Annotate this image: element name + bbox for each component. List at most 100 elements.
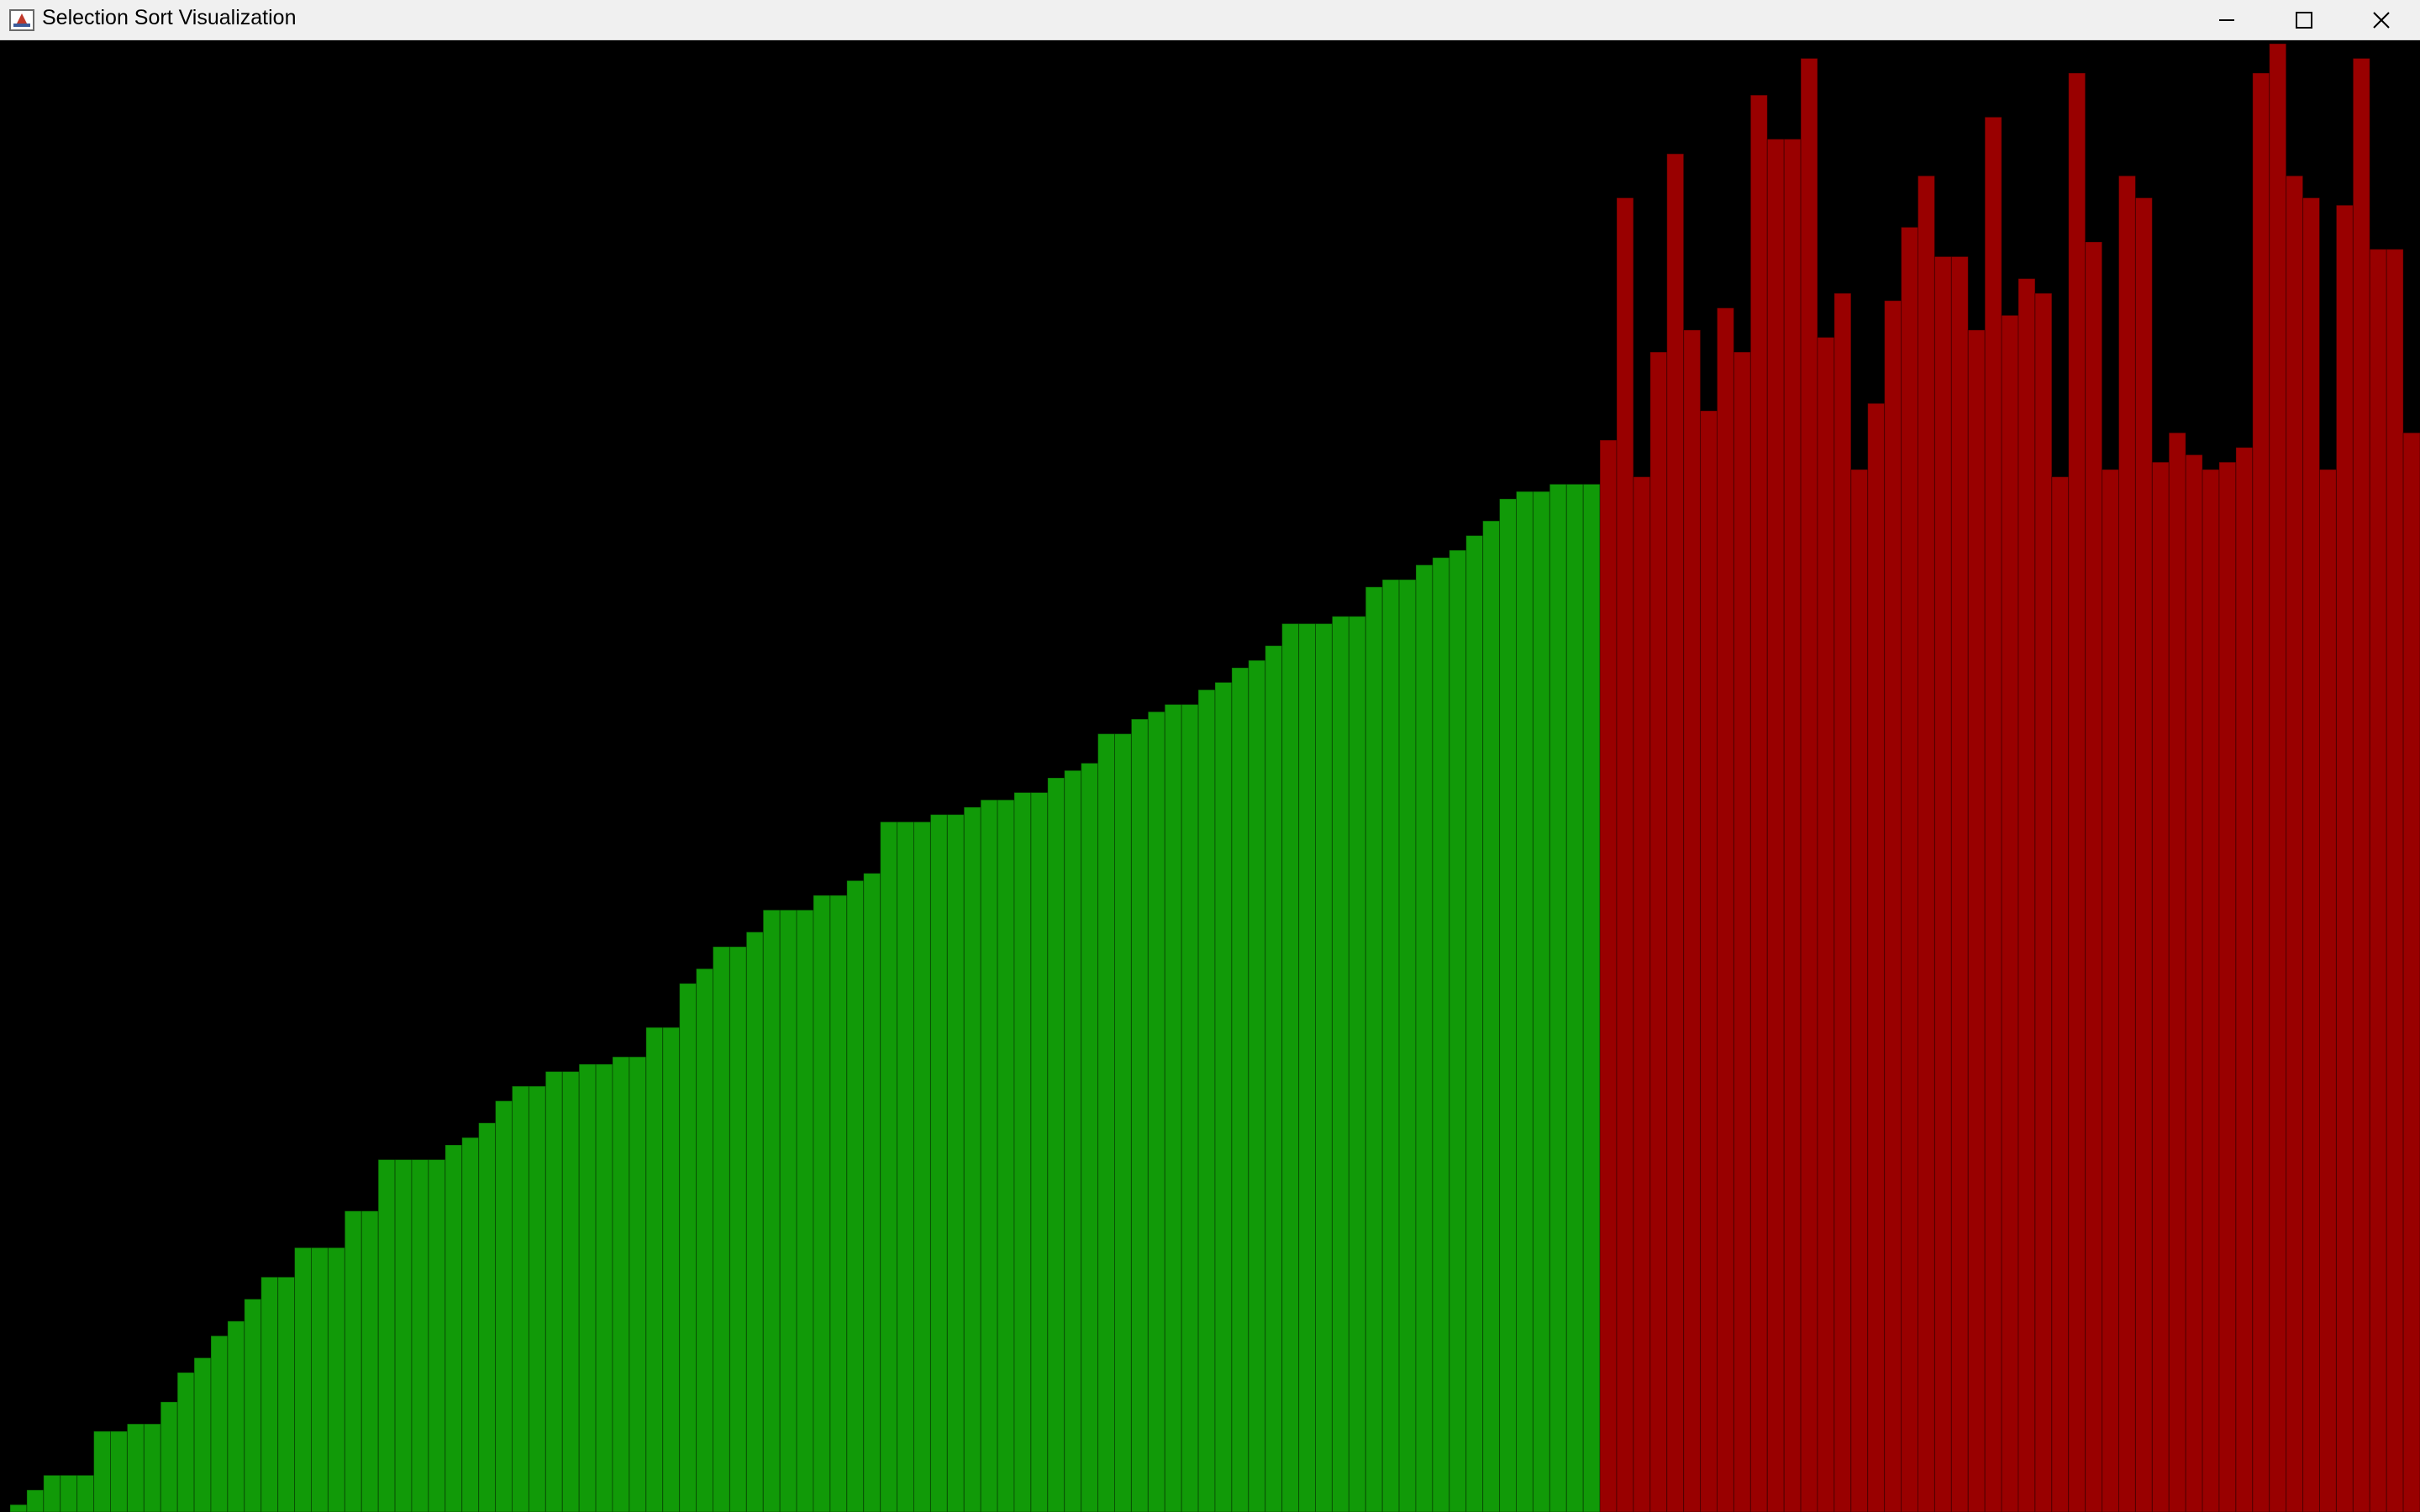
unsorted-bar: [1850, 469, 1869, 1512]
sorted-bar: [160, 1401, 178, 1512]
minimize-button[interactable]: [2188, 0, 2265, 40]
sorted-bar: [512, 1085, 529, 1512]
sorted-bar: [662, 1026, 681, 1512]
sorted-bar: [1214, 681, 1233, 1512]
sorted-bar: [1164, 704, 1182, 1512]
unsorted-bar: [2102, 469, 2120, 1512]
sorted-bar: [1013, 791, 1032, 1512]
unsorted-bar: [2269, 43, 2287, 1512]
sorted-bar: [445, 1144, 463, 1512]
unsorted-bar: [2051, 476, 2070, 1512]
minimize-icon: [2219, 19, 2234, 21]
sorted-bar: [1465, 535, 1484, 1512]
sorted-bar: [1064, 769, 1082, 1512]
maximize-button[interactable]: [2265, 0, 2343, 40]
sorted-bar: [277, 1276, 296, 1512]
sorted-bar: [963, 806, 981, 1512]
sorted-bar: [1147, 711, 1165, 1512]
sorted-bar: [897, 821, 914, 1512]
sorted-bar: [1482, 520, 1501, 1512]
sorted-bar: [578, 1063, 597, 1512]
unsorted-bar: [1918, 175, 1935, 1512]
sorted-bar: [1582, 483, 1601, 1512]
unsorted-bar: [1901, 227, 1919, 1512]
sorted-bar: [1130, 718, 1149, 1512]
visualization-canvas: [0, 40, 2420, 1512]
sorted-bar: [913, 821, 931, 1512]
sorted-bar: [1365, 586, 1383, 1512]
sorted-bar: [311, 1247, 329, 1512]
sorted-bar: [143, 1423, 161, 1512]
sorted-bar: [1565, 483, 1584, 1512]
sorted-bar: [696, 968, 714, 1512]
sorted-bar: [1415, 564, 1434, 1512]
sorted-bar: [1248, 659, 1266, 1512]
sorted-bar: [1348, 616, 1366, 1512]
title-bar[interactable]: Selection Sort Visualization: [0, 0, 2420, 40]
unsorted-bar: [2001, 314, 2019, 1512]
sorted-bar: [294, 1247, 312, 1512]
sorted-bar: [1432, 557, 1450, 1512]
sorted-bar: [946, 814, 965, 1512]
sorted-bar: [863, 873, 881, 1512]
unsorted-bar: [1817, 337, 1835, 1512]
sorted-bar: [1398, 579, 1417, 1512]
sorted-bar: [495, 1100, 513, 1512]
sorted-bar: [60, 1474, 78, 1512]
sorted-bar: [929, 814, 948, 1512]
window-title: Selection Sort Visualization: [42, 6, 297, 29]
sorted-bar: [1281, 622, 1300, 1512]
unsorted-bar: [2185, 454, 2203, 1512]
sorted-bar: [528, 1085, 546, 1512]
sorted-bar: [612, 1056, 630, 1512]
unsorted-bar: [2235, 447, 2254, 1512]
unsorted-bar: [1950, 255, 1969, 1512]
unsorted-bar: [1749, 94, 1768, 1512]
sorted-bar: [76, 1474, 95, 1512]
unsorted-bar: [2369, 249, 2387, 1512]
sorted-bar: [1097, 733, 1115, 1512]
unsorted-bar: [1867, 402, 1886, 1512]
close-icon: [2373, 12, 2390, 29]
sorted-bar: [244, 1299, 262, 1512]
java-app-icon: [8, 7, 35, 34]
sorted-bar: [110, 1431, 128, 1512]
unsorted-bar: [2335, 204, 2354, 1512]
sorted-bar: [1499, 498, 1517, 1512]
sorted-bar: [846, 879, 865, 1512]
unsorted-bar: [2034, 292, 2053, 1512]
sorted-bar: [9, 1504, 28, 1512]
sorted-bar: [729, 946, 747, 1512]
sorted-bar: [829, 895, 848, 1512]
unsorted-bar: [2302, 197, 2321, 1512]
close-button[interactable]: [2343, 0, 2420, 40]
sorted-bar: [193, 1357, 212, 1512]
unsorted-bar: [2218, 461, 2237, 1512]
sorted-bar: [1381, 579, 1400, 1512]
sorted-bar: [411, 1158, 429, 1512]
unsorted-bar: [1717, 307, 1734, 1512]
unsorted-bar: [1666, 153, 1685, 1512]
unsorted-bar: [2018, 278, 2036, 1512]
unsorted-bar: [1633, 476, 1651, 1512]
unsorted-bar: [2319, 469, 2337, 1512]
unsorted-bar: [1700, 410, 1718, 1512]
sorted-bar: [394, 1158, 413, 1512]
bar-chart: [9, 43, 2420, 1512]
unsorted-bar: [2286, 175, 2304, 1512]
sorted-bar: [428, 1158, 446, 1512]
sorted-bar: [595, 1063, 613, 1512]
unsorted-bar: [1984, 116, 2002, 1512]
sorted-bar: [1181, 704, 1199, 1512]
unsorted-bar: [1683, 329, 1702, 1512]
sorted-bar: [679, 983, 697, 1512]
sorted-bar: [997, 799, 1015, 1512]
sorted-bar: [1549, 483, 1567, 1512]
sorted-bar: [796, 909, 814, 1512]
sorted-bar: [377, 1158, 396, 1512]
sorted-bar: [260, 1276, 279, 1512]
unsorted-bar: [1766, 139, 1785, 1512]
sorted-bar: [1532, 491, 1550, 1512]
sorted-bar: [645, 1026, 664, 1512]
unsorted-bar: [1733, 351, 1751, 1512]
